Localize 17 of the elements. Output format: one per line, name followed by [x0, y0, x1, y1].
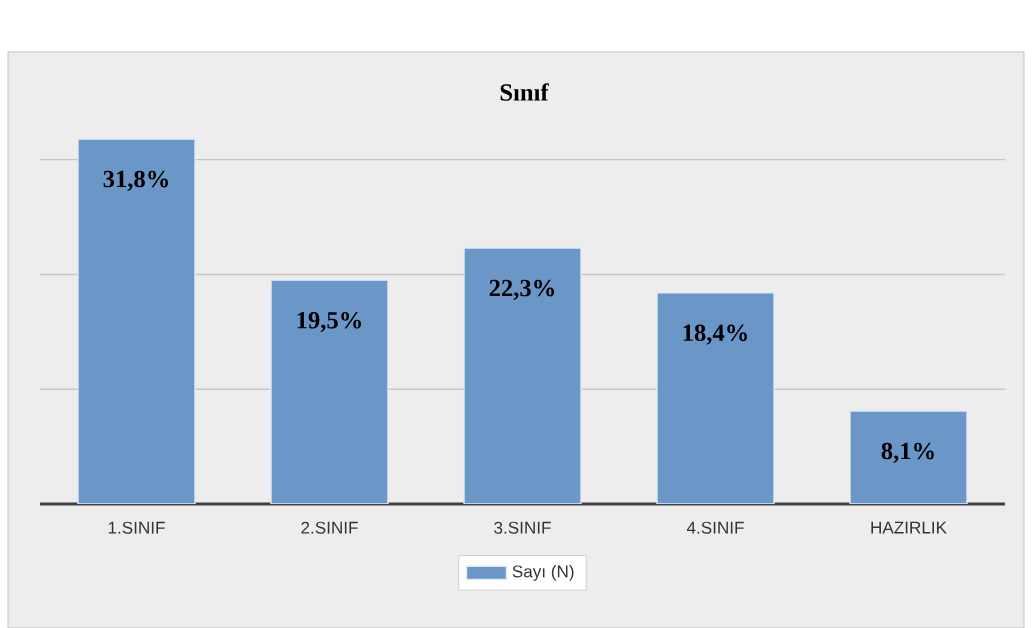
data-label: 22,3% — [489, 279, 554, 300]
bar — [849, 410, 968, 504]
x-tick-label: 4.SINIF — [686, 521, 744, 534]
bar — [270, 279, 389, 504]
chart-title: Sınıf — [500, 83, 549, 101]
bar — [77, 138, 196, 504]
bar — [463, 247, 582, 504]
legend-label: Sayı (N) — [512, 564, 574, 581]
data-label: 8,1% — [881, 442, 934, 463]
bar — [656, 291, 775, 504]
data-label: 18,4% — [683, 324, 747, 345]
data-label: 31,8% — [103, 170, 168, 191]
x-tick-label: 2.SINIF — [301, 521, 358, 534]
x-tick-label: HAZIRLIK — [871, 521, 947, 534]
x-tick-label: 1.SINIF — [108, 521, 165, 534]
x-tick-label: 3.SINIF — [494, 521, 551, 534]
data-label: 19,5% — [297, 311, 361, 332]
